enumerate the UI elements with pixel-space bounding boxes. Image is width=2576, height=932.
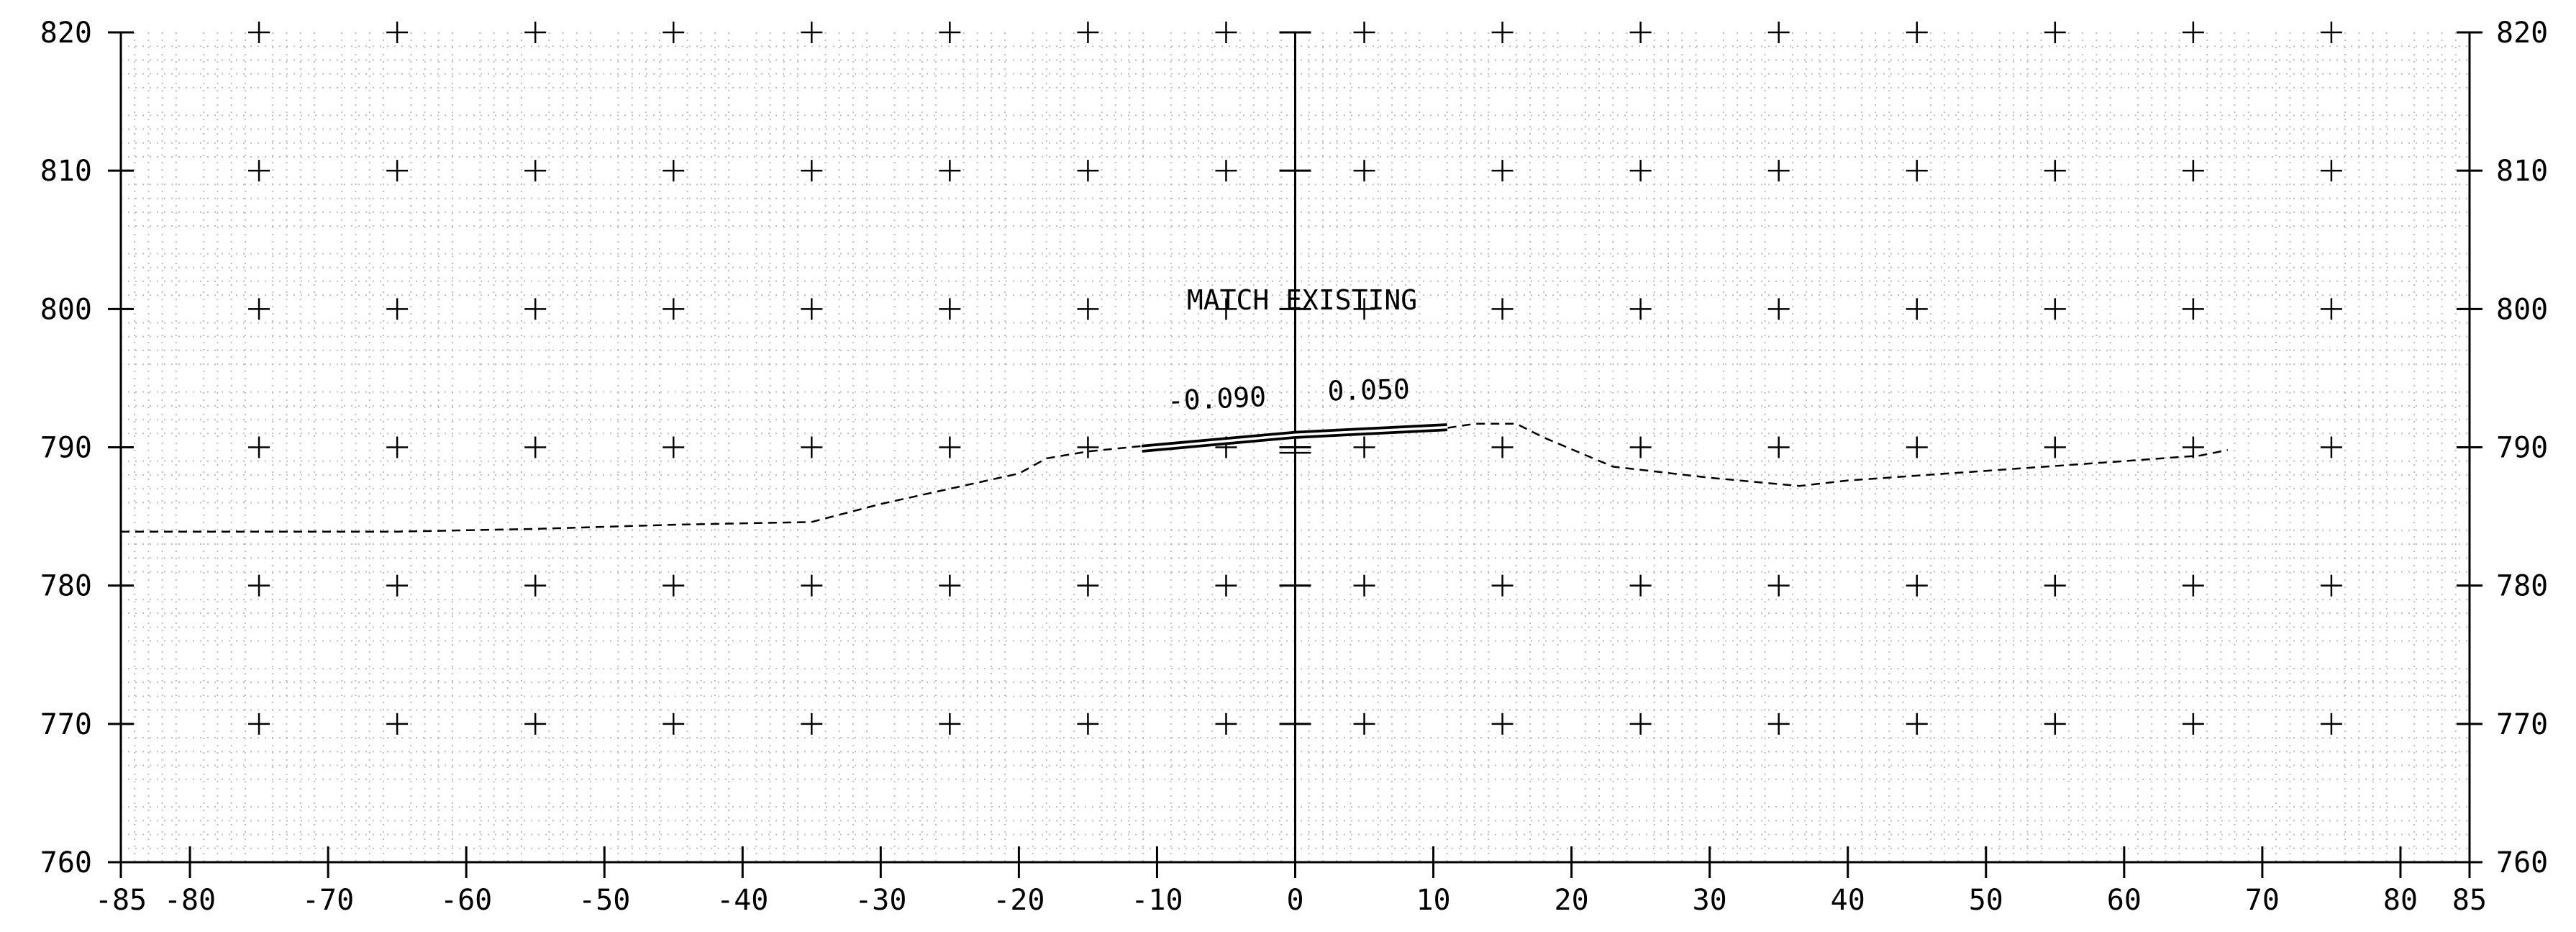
x-tick-label: 80 xyxy=(2383,884,2418,917)
y-tick-label-left: 800 xyxy=(40,293,92,326)
x-tick-label: 30 xyxy=(1693,884,1727,917)
x-tick-label: -40 xyxy=(716,884,768,917)
x-tick-label: 85 xyxy=(2452,884,2487,917)
y-tick-label-right: 820 xyxy=(2496,17,2548,50)
annotation-match-existing: MATCH EXISTING xyxy=(1187,284,1417,316)
x-tick-label: -20 xyxy=(993,884,1044,917)
y-tick-label-left: 810 xyxy=(40,155,92,188)
x-tick-label: 20 xyxy=(1555,884,1589,917)
x-tick-label: 40 xyxy=(1831,884,1865,917)
x-tick-label: 10 xyxy=(1416,884,1450,917)
y-tick-label-left: 780 xyxy=(40,570,92,603)
centerline xyxy=(1279,31,1311,862)
y-tick-label-left: 820 xyxy=(40,17,92,50)
annotations: MATCH EXISTING -0.090 0.050 xyxy=(1167,284,1417,417)
x-tick-label: -60 xyxy=(440,884,492,917)
x-tick-label: 60 xyxy=(2107,884,2142,917)
y-tick-label-right: 770 xyxy=(2496,708,2548,741)
x-tick-label: -70 xyxy=(302,884,354,917)
y-tick-label-left: 760 xyxy=(40,846,92,879)
y-tick-label-right: 760 xyxy=(2496,846,2548,879)
annotation-slope-left: -0.090 xyxy=(1167,381,1267,417)
annotation-slope-right: 0.050 xyxy=(1327,374,1411,407)
y-tick-label-right: 780 xyxy=(2496,570,2548,603)
y-tick-label-right: 800 xyxy=(2496,293,2548,326)
x-tick-label: -85 xyxy=(95,884,147,917)
x-tick-label: 70 xyxy=(2245,884,2280,917)
x-tick-label: -10 xyxy=(1131,884,1183,917)
profile-series xyxy=(121,422,2229,533)
y-tick-label-right: 810 xyxy=(2496,155,2548,188)
x-tick-label: -80 xyxy=(164,884,216,917)
y-tick-label-right: 790 xyxy=(2496,432,2548,465)
y-tick-label-left: 790 xyxy=(40,432,92,465)
proposed-grade-inner xyxy=(1142,425,1447,451)
x-tick-label: -30 xyxy=(855,884,906,917)
x-tick-label: -50 xyxy=(578,884,630,917)
x-tick-label: 0 xyxy=(1286,884,1303,917)
y-tick-label-left: 770 xyxy=(40,708,92,741)
existing-ground-line xyxy=(121,422,2229,533)
major-grid-markers xyxy=(248,22,2342,735)
x-tick-label: 50 xyxy=(1969,884,2003,917)
